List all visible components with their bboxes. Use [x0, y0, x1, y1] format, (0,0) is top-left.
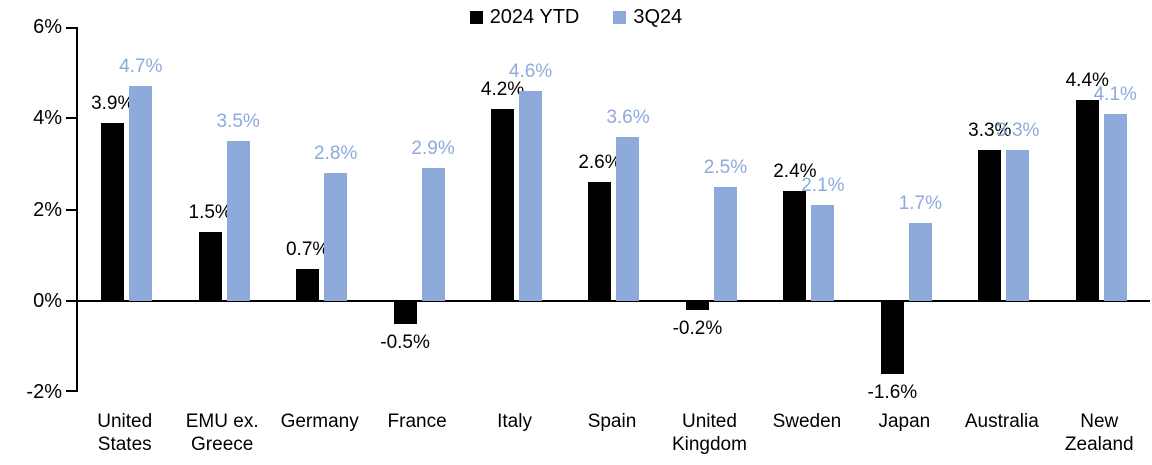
- category-label-japan: Japan: [878, 411, 931, 432]
- bar-group-germany: 0.7% 2.8%: [273, 27, 370, 392]
- y-tick--2: [66, 390, 76, 392]
- y-tick-label-4: 4%: [33, 107, 62, 130]
- data-label-3q24-germany: 2.8%: [313, 143, 358, 164]
- bar-2024-ytd-france: [393, 300, 417, 324]
- bar-group-france: -0.5% 2.9%: [370, 27, 467, 392]
- bar-group-italy: 4.2% 4.6%: [468, 27, 565, 392]
- y-tick-label-2: 2%: [33, 198, 62, 221]
- bar-group-united-kingdom: -0.2% 2.5%: [663, 27, 760, 392]
- data-label-2024-ytd-japan: -1.6%: [867, 381, 918, 403]
- bar-group-australia: 3.3% 3.3%: [955, 27, 1052, 392]
- legend-label-2024-ytd: 2024 YTD: [489, 6, 580, 28]
- legend-swatch-3q24: [613, 11, 627, 24]
- bar-2024-ytd-spain: [588, 182, 612, 301]
- bar-groups: 3.9% 4.7% 1.5% 3.5% 0.7% 2.8% -0.5% 2.9% 4.2% 4.6…: [78, 27, 1150, 403]
- data-label-2024-ytd-emu-ex-greece: 1.5%: [188, 202, 232, 224]
- data-label-3q24-united-states: 4.7%: [119, 56, 163, 78]
- bar-2024-ytd-united-kingdom: [685, 300, 709, 310]
- data-label-2024-ytd-germany: 0.7%: [285, 238, 330, 260]
- bar-2024-ytd-new-zealand: [1075, 100, 1099, 301]
- bar-3q24-spain: [616, 136, 640, 301]
- bar-3q24-italy: [519, 90, 543, 301]
- bar-group-united-states: 3.9% 4.7%: [78, 27, 175, 392]
- legend-item-3q24: 3Q24: [613, 6, 682, 29]
- bar-group-new-zealand: 4.4% 4.1%: [1053, 27, 1150, 392]
- bar-3q24-japan: [908, 223, 932, 301]
- category-label-australia: Australia: [964, 411, 1039, 432]
- legend-label-3q24: 3Q24: [633, 6, 683, 28]
- data-label-3q24-sweden: 2.1%: [801, 174, 845, 196]
- data-label-2024-ytd-united-states: 3.9%: [91, 92, 135, 114]
- bar-2024-ytd-germany: [296, 268, 320, 301]
- data-label-3q24-australia: 3.3%: [996, 120, 1040, 142]
- data-label-3q24-emu-ex-greece: 3.5%: [216, 111, 260, 133]
- category-label-new-zealand: New Zealand: [1064, 411, 1134, 455]
- bar-2024-ytd-united-states: [101, 122, 125, 301]
- legend-swatch-2024-ytd: [469, 11, 483, 24]
- bar-3q24-france: [421, 168, 445, 301]
- bar-2024-ytd-sweden: [783, 191, 807, 301]
- category-label-germany: Germany: [280, 411, 359, 432]
- y-tick-label-2: -2%: [26, 381, 62, 403]
- bar-group-japan: -1.6% 1.7%: [858, 27, 955, 403]
- x-axis: United States EMU ex. Greece Germany France…: [76, 410, 1148, 456]
- legend-item-2024-ytd: 2024 YTD: [469, 6, 580, 29]
- zero-baseline: [76, 299, 1150, 302]
- data-label-2024-ytd-france: -0.5%: [380, 331, 430, 353]
- category-label-emu-ex-greece: EMU ex. Greece: [185, 411, 259, 455]
- category-label-france: France: [387, 411, 447, 432]
- y-tick-6: [66, 27, 76, 29]
- bar-group-spain: 2.6% 3.6%: [565, 27, 662, 392]
- bar-3q24-new-zealand: [1103, 113, 1127, 301]
- data-label-2024-ytd-sweden: 2.4%: [773, 161, 817, 183]
- category-label-italy: Italy: [497, 411, 532, 432]
- plot-area: 3.9% 4.7% 1.5% 3.5% 0.7% 2.8% -0.5% 2.9% 4.2% 4.6…: [66, 27, 1150, 403]
- bar-2024-ytd-emu-ex-greece: [198, 232, 222, 301]
- chart-legend: 2024 YTD 3Q24: [0, 6, 1152, 29]
- bar-3q24-united-kingdom: [713, 186, 737, 301]
- bar-3q24-germany: [324, 173, 348, 301]
- bar-2024-ytd-italy: [491, 109, 515, 301]
- data-label-3q24-united-kingdom: 2.5%: [703, 156, 748, 178]
- data-label-2024-ytd-united-kingdom: -0.2%: [672, 317, 723, 339]
- y-tick-4: [66, 117, 76, 120]
- category-label-sweden: Sweden: [772, 411, 842, 432]
- y-tick-2: [66, 208, 76, 211]
- category-label-spain: Spain: [587, 411, 637, 432]
- bar-group-sweden: 2.4% 2.1%: [760, 27, 857, 392]
- bar-2024-ytd-australia: [978, 150, 1002, 301]
- bar-3q24-sweden: [811, 204, 835, 301]
- data-label-2024-ytd-new-zealand: 4.4%: [1065, 70, 1109, 91]
- data-label-3q24-italy: 4.6%: [508, 60, 553, 82]
- category-label-united-kingdom: United Kingdom: [671, 411, 747, 455]
- y-tick-0: [66, 299, 76, 302]
- data-label-3q24-france: 2.9%: [411, 138, 455, 160]
- y-axis: 6% 4% 2% 0% -2%: [6, 17, 62, 402]
- data-label-3q24-japan: 1.7%: [898, 193, 942, 215]
- y-tick-label-6: 6%: [33, 16, 62, 38]
- y-tick-label-0: 0%: [33, 289, 62, 312]
- category-label-united-states: United States: [97, 411, 153, 455]
- data-label-2024-ytd-spain: 2.6%: [578, 152, 622, 174]
- bar-group-emu-ex-greece: 1.5% 3.5%: [175, 27, 272, 392]
- bar-3q24-emu-ex-greece: [226, 141, 250, 301]
- bar-2024-ytd-japan: [880, 300, 904, 374]
- data-label-3q24-spain: 3.6%: [606, 106, 650, 128]
- data-label-2024-ytd-australia: 3.3%: [968, 120, 1012, 142]
- bar-3q24-australia: [1006, 150, 1030, 301]
- data-label-3q24-new-zealand: 4.1%: [1093, 83, 1137, 105]
- bar-3q24-united-states: [129, 86, 153, 301]
- data-label-2024-ytd-italy: 4.2%: [480, 79, 525, 101]
